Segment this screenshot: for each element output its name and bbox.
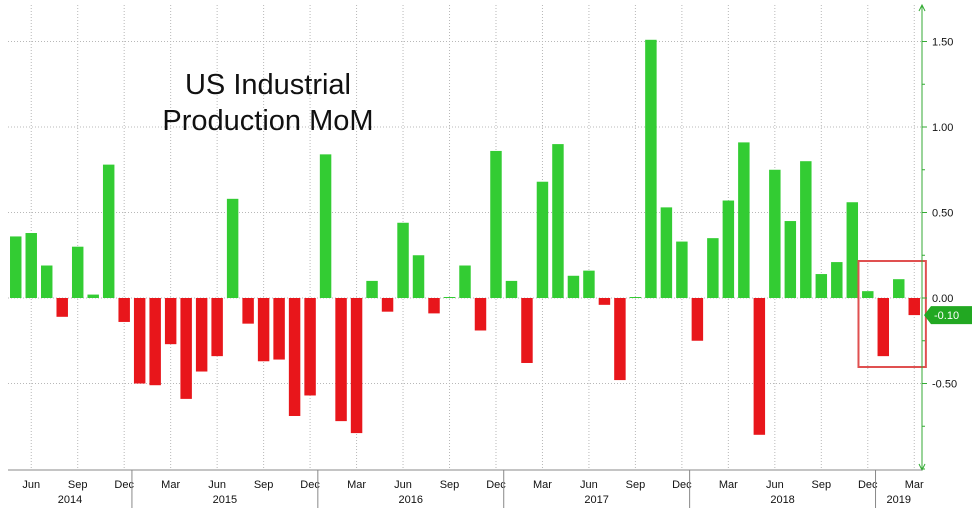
bar — [443, 297, 456, 298]
bar — [521, 298, 533, 363]
bar — [893, 279, 905, 298]
bar — [257, 298, 270, 362]
x-month-label: Mar — [719, 479, 738, 491]
bar — [831, 262, 843, 298]
bars — [10, 39, 927, 435]
bar — [536, 181, 549, 298]
bar — [87, 294, 99, 298]
bar — [660, 207, 673, 298]
bar — [753, 298, 766, 435]
bar — [862, 291, 874, 298]
chart-title-line-1: US Industrial — [185, 69, 351, 101]
bar — [412, 255, 425, 298]
x-month-label: Jun — [766, 479, 784, 491]
bar — [288, 298, 301, 416]
bar — [304, 298, 316, 396]
bar — [319, 154, 332, 298]
bar — [226, 198, 239, 298]
x-month-label: Sep — [254, 479, 274, 491]
x-month-label: Mar — [161, 479, 180, 491]
bar — [211, 298, 223, 357]
chart-title-line-2: Production MoM — [162, 105, 373, 137]
bar — [598, 298, 611, 305]
x-month-label: Sep — [626, 479, 646, 491]
bar — [738, 142, 750, 298]
bar — [769, 169, 781, 298]
x-month-label: Dec — [114, 479, 134, 491]
x-month-label: Sep — [812, 479, 832, 491]
y-tick-label: -0.50 — [932, 379, 957, 391]
bar — [118, 298, 130, 322]
bar — [180, 298, 192, 399]
bar — [381, 298, 394, 312]
bar — [552, 144, 564, 298]
bar — [629, 297, 642, 298]
x-month-label: Jun — [394, 479, 412, 491]
bar — [273, 298, 285, 360]
x-month-label: Sep — [68, 479, 88, 491]
x-month-label: Mar — [905, 479, 924, 491]
x-month-label: Dec — [672, 479, 692, 491]
y-tick-label: 0.00 — [932, 293, 953, 305]
bar — [242, 298, 254, 324]
bar — [800, 161, 812, 298]
bar — [428, 298, 440, 314]
last-value-flag — [924, 306, 972, 325]
x-year-label: 2016 — [399, 494, 423, 506]
bar — [567, 275, 580, 298]
y-tick-label: 1.50 — [932, 37, 953, 49]
last-value-label: -0.10 — [934, 310, 959, 322]
x-month-label: Jun — [22, 479, 40, 491]
axes: 1.50 1.00 0.50 0.00 -0.50 -0.10 Jun Sep Dec Mar Ju… — [8, 3, 972, 508]
bar — [195, 298, 208, 372]
bar — [366, 280, 378, 298]
bar — [40, 265, 53, 298]
bar — [56, 298, 68, 317]
x-month-label: Dec — [300, 479, 320, 491]
bar — [335, 298, 347, 422]
bar — [397, 222, 409, 298]
bar — [25, 233, 37, 298]
x-month-label: Dec — [486, 479, 506, 491]
x-year-label: 2017 — [584, 494, 608, 506]
bar — [490, 150, 502, 298]
x-month-label: Jun — [580, 479, 598, 491]
y-tick-label: 0.50 — [932, 208, 953, 220]
y-axis-top-arrow — [918, 3, 926, 12]
x-year-label: 2014 — [58, 494, 82, 506]
bar — [102, 164, 115, 298]
bar — [149, 298, 161, 386]
bar — [846, 202, 859, 298]
bar — [583, 270, 595, 298]
bar — [350, 298, 363, 434]
bar — [505, 280, 518, 298]
bar — [707, 238, 719, 298]
bar — [877, 298, 890, 357]
bar — [614, 298, 626, 381]
y-tick-label: 1.00 — [932, 122, 953, 134]
bar — [784, 221, 797, 298]
bar — [645, 39, 657, 298]
x-month-label: Jun — [208, 479, 226, 491]
bar — [815, 274, 828, 298]
bar — [676, 241, 688, 298]
bar — [908, 298, 920, 316]
x-month-label: Mar — [533, 479, 552, 491]
bar — [10, 236, 22, 298]
bar — [164, 298, 177, 345]
x-month-label: Sep — [440, 479, 460, 491]
bar — [459, 265, 471, 298]
x-year-label: 2019 — [887, 494, 911, 506]
x-month-label: Mar — [347, 479, 366, 491]
bar — [71, 246, 84, 298]
x-year-label: 2018 — [770, 494, 794, 506]
bar — [133, 298, 146, 384]
x-month-label: Dec — [858, 479, 878, 491]
bar — [722, 200, 735, 298]
bar — [474, 298, 487, 331]
bar — [691, 298, 704, 341]
x-year-label: 2015 — [213, 494, 237, 506]
